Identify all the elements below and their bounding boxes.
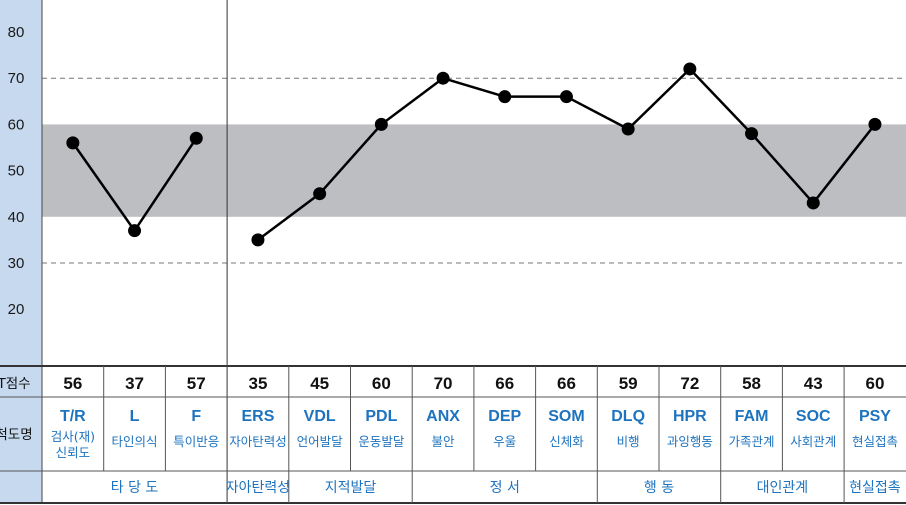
scale-code: PSY: [859, 408, 891, 425]
score-value: 56: [63, 374, 82, 393]
group-label: 지적발달: [325, 480, 377, 496]
row-label-scale: 척도명: [0, 427, 33, 443]
y-tick-label: 50: [8, 163, 25, 180]
data-point-anx: [436, 71, 450, 85]
y-tick-label: 70: [8, 70, 25, 87]
score-value: 66: [557, 374, 576, 393]
group-label: 타 당 도: [111, 480, 159, 496]
score-value: 57: [187, 374, 206, 393]
scale-name: 우울: [493, 434, 516, 449]
scale-name: 특이반응: [173, 434, 219, 449]
y-tick-label: 80: [8, 24, 25, 41]
score-value: 70: [434, 374, 453, 393]
scale-name: 과잉행동: [667, 434, 713, 449]
data-point-vdl: [313, 187, 327, 201]
score-value: 37: [125, 374, 144, 393]
scale-code: F: [191, 408, 201, 425]
scale-name: 신체화: [549, 434, 584, 449]
score-value: 43: [804, 374, 823, 393]
scale-code: SOC: [796, 408, 831, 425]
y-tick-label: 40: [8, 209, 25, 226]
y-tick-label: 30: [8, 255, 25, 272]
data-point-psy: [868, 117, 882, 131]
scale-code: DLQ: [611, 408, 645, 425]
group-label: 현실접촉: [849, 480, 901, 496]
score-value: 45: [310, 374, 329, 393]
scale-name: 언어발달: [297, 434, 344, 449]
group-label: 행 동: [644, 480, 674, 496]
score-value: 35: [248, 374, 267, 393]
scale-code: ERS: [241, 408, 274, 425]
score-value: 60: [865, 374, 884, 393]
scale-code: FAM: [735, 408, 769, 425]
scale-name: 타인의식: [112, 434, 158, 449]
score-value: 72: [680, 374, 699, 393]
data-point-l: [128, 224, 142, 238]
data-point-soc: [806, 196, 820, 210]
left-axis-bar: [0, 0, 42, 503]
data-point-dep: [498, 90, 512, 104]
scale-code: DEP: [488, 408, 521, 425]
scale-code: T/R: [60, 408, 86, 425]
scale-code: PDL: [365, 408, 397, 425]
scale-name: 자아탄력성: [229, 434, 287, 449]
y-tick-label: 20: [8, 301, 25, 318]
group-label: 대인관계: [757, 480, 809, 496]
scale-code: L: [130, 408, 140, 425]
scale-name: 신뢰도: [56, 445, 91, 460]
scale-code: SOM: [548, 408, 584, 425]
scale-code: ANX: [426, 408, 460, 425]
scale-code: HPR: [673, 408, 707, 425]
row-label-score: T점수: [0, 376, 31, 392]
scale-name: 비행: [617, 434, 640, 449]
data-point-som: [559, 90, 573, 104]
scale-name: 가족관계: [729, 434, 775, 449]
data-point-fam: [745, 127, 759, 141]
scale-name: 검사(재): [51, 429, 95, 444]
data-point-f: [189, 131, 203, 145]
score-value: 58: [742, 374, 761, 393]
group-label: 자아탄력성: [226, 480, 290, 496]
data-point-tr: [66, 136, 80, 150]
score-value: 60: [372, 374, 391, 393]
scale-code: VDL: [304, 408, 336, 425]
scale-name: 운동발달: [358, 434, 405, 449]
score-value: 66: [495, 374, 514, 393]
data-point-dlq: [621, 122, 635, 136]
normal-range-band: [42, 124, 906, 217]
data-point-ers: [251, 233, 265, 247]
data-point-pdl: [374, 117, 388, 131]
y-tick-label: 60: [8, 116, 25, 133]
scale-name: 사회관계: [790, 434, 836, 449]
scale-name: 불안: [432, 434, 456, 449]
scale-name: 현실접촉: [852, 434, 898, 449]
group-label: 정 서: [490, 480, 520, 496]
score-value: 59: [619, 374, 638, 393]
data-point-hpr: [683, 62, 697, 76]
